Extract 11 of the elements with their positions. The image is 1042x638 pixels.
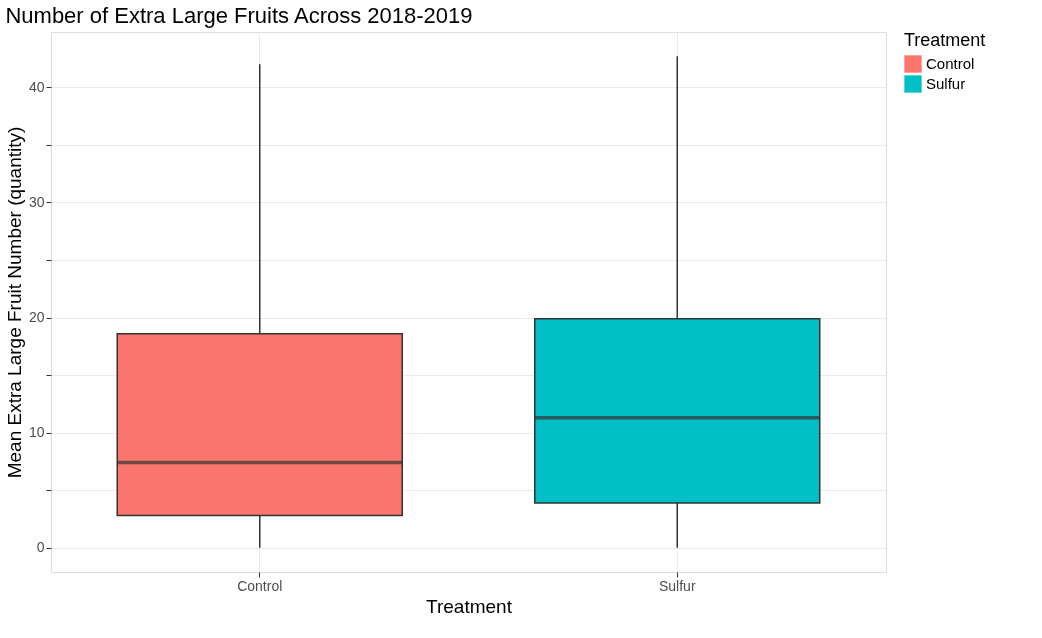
y-tick-label: 20	[28, 309, 45, 326]
y-tick-label: 0	[36, 539, 45, 556]
legend-title: Treatment	[904, 30, 986, 50]
y-tick-label: 30	[28, 193, 45, 210]
x-axis-title: Treatment	[426, 595, 513, 617]
y-tick-label: 10	[28, 424, 45, 441]
legend-label: Sulfur	[926, 75, 966, 92]
legend-label: Control	[926, 55, 975, 72]
chart-title: Number of Extra Large Fruits Across 2018-2019	[5, 3, 473, 28]
y-tick-label: 40	[28, 78, 45, 95]
y-axis-title: Mean Extra Large Fruit Number (quantity)	[3, 126, 25, 479]
